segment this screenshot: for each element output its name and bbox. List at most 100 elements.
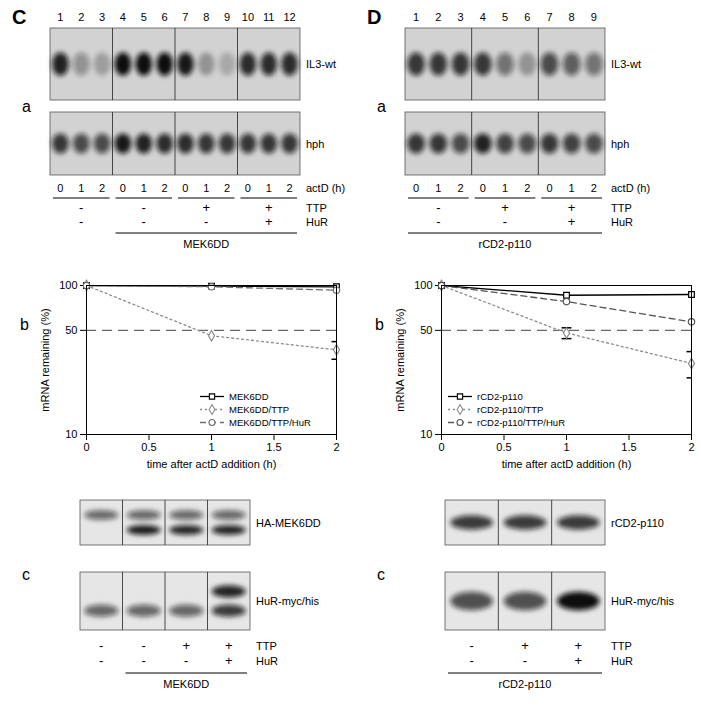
svg-text:MEK6DD: MEK6DD xyxy=(163,678,209,690)
svg-text:a: a xyxy=(377,98,386,115)
svg-text:+: + xyxy=(225,638,233,653)
svg-text:1: 1 xyxy=(266,182,272,194)
svg-text:-: - xyxy=(99,653,103,668)
svg-text:time after actD addition (h): time after actD addition (h) xyxy=(502,458,632,470)
svg-text:-: - xyxy=(142,653,146,668)
svg-text:2: 2 xyxy=(99,182,105,194)
svg-text:7: 7 xyxy=(546,11,552,23)
svg-text:MEK6DD/TTP: MEK6DD/TTP xyxy=(229,404,289,415)
svg-text:-: - xyxy=(436,200,440,215)
svg-text:1: 1 xyxy=(563,441,569,453)
svg-text:rCD2-p110: rCD2-p110 xyxy=(477,391,523,402)
svg-text:0: 0 xyxy=(83,441,89,453)
svg-text:b: b xyxy=(20,316,29,333)
svg-text:0: 0 xyxy=(57,182,63,194)
svg-text:1.5: 1.5 xyxy=(621,441,636,453)
svg-text:1: 1 xyxy=(141,182,147,194)
svg-text:2: 2 xyxy=(457,182,463,194)
svg-text:0: 0 xyxy=(245,182,251,194)
svg-text:+: + xyxy=(521,638,529,653)
svg-text:6: 6 xyxy=(162,11,168,23)
svg-text:3: 3 xyxy=(99,11,105,23)
svg-text:2: 2 xyxy=(162,182,168,194)
svg-text:-: - xyxy=(79,200,83,215)
svg-text:2: 2 xyxy=(435,11,441,23)
svg-text:actD (h): actD (h) xyxy=(306,182,345,194)
svg-text:0.5: 0.5 xyxy=(141,441,156,453)
svg-text:2: 2 xyxy=(333,441,339,453)
svg-text:+: + xyxy=(265,200,273,215)
svg-text:5: 5 xyxy=(502,11,508,23)
svg-text:rCD2-p110/TTP: rCD2-p110/TTP xyxy=(477,404,543,415)
svg-text:-: - xyxy=(142,214,146,229)
svg-text:+: + xyxy=(202,200,210,215)
svg-text:+: + xyxy=(575,638,583,653)
svg-text:IL3-wt: IL3-wt xyxy=(611,58,641,70)
svg-text:+: + xyxy=(575,653,583,668)
svg-text:HuR: HuR xyxy=(256,655,278,667)
svg-text:c: c xyxy=(377,566,385,583)
svg-text:MEK6DD/TTP/HuR: MEK6DD/TTP/HuR xyxy=(229,417,311,428)
svg-text:-: - xyxy=(142,200,146,215)
svg-text:1.5: 1.5 xyxy=(266,441,281,453)
svg-text:HuR: HuR xyxy=(611,655,633,667)
svg-text:6: 6 xyxy=(524,11,530,23)
svg-text:4: 4 xyxy=(480,11,486,23)
svg-text:10: 10 xyxy=(242,11,254,23)
svg-text:+: + xyxy=(568,200,576,215)
svg-text:b: b xyxy=(375,316,384,333)
svg-text:-: - xyxy=(184,653,188,668)
svg-text:1: 1 xyxy=(502,182,508,194)
svg-text:-: - xyxy=(99,638,103,653)
svg-text:+: + xyxy=(225,653,233,668)
svg-text:-: - xyxy=(204,214,208,229)
svg-text:rCD2-p110: rCD2-p110 xyxy=(611,517,664,529)
svg-text:2: 2 xyxy=(287,182,293,194)
svg-text:rCD2-p110: rCD2-p110 xyxy=(499,678,552,690)
svg-text:IL3-wt: IL3-wt xyxy=(306,58,336,70)
svg-text:100: 100 xyxy=(59,279,77,291)
svg-text:TTP: TTP xyxy=(306,202,327,214)
svg-text:rCD2-p110: rCD2-p110 xyxy=(479,238,532,250)
svg-text:time after actD addition (h): time after actD addition (h) xyxy=(147,458,277,470)
svg-text:2: 2 xyxy=(78,11,84,23)
svg-text:9: 9 xyxy=(224,11,230,23)
svg-text:-: - xyxy=(469,638,473,653)
svg-text:mRNA remaining (%): mRNA remaining (%) xyxy=(39,308,51,411)
svg-text:10: 10 xyxy=(420,428,432,440)
svg-text:2: 2 xyxy=(688,441,694,453)
svg-text:a: a xyxy=(22,98,31,115)
svg-text:+: + xyxy=(265,214,273,229)
svg-text:actD (h): actD (h) xyxy=(611,182,650,194)
svg-text:HuR: HuR xyxy=(306,216,328,228)
svg-text:-: - xyxy=(503,214,507,229)
svg-text:2: 2 xyxy=(524,182,530,194)
svg-text:hph: hph xyxy=(306,138,324,150)
svg-text:TTP: TTP xyxy=(256,640,277,652)
svg-text:3: 3 xyxy=(457,11,463,23)
svg-text:0: 0 xyxy=(182,182,188,194)
svg-text:11: 11 xyxy=(263,11,274,23)
svg-text:0: 0 xyxy=(480,182,486,194)
svg-text:HA-MEK6DD: HA-MEK6DD xyxy=(256,517,321,529)
svg-text:mRNA remaining (%): mRNA remaining (%) xyxy=(394,308,406,411)
svg-text:4: 4 xyxy=(120,11,126,23)
svg-text:0.5: 0.5 xyxy=(496,441,511,453)
svg-text:8: 8 xyxy=(203,11,209,23)
svg-text:rCD2-p110/TTP/HuR: rCD2-p110/TTP/HuR xyxy=(477,417,565,428)
svg-text:50: 50 xyxy=(420,324,432,336)
svg-text:0: 0 xyxy=(120,182,126,194)
svg-text:C: C xyxy=(12,6,26,28)
svg-text:0: 0 xyxy=(438,441,444,453)
svg-text:MEK6DD: MEK6DD xyxy=(183,238,229,250)
svg-text:-: - xyxy=(79,214,83,229)
svg-text:1: 1 xyxy=(435,182,441,194)
svg-text:8: 8 xyxy=(569,11,575,23)
svg-text:1: 1 xyxy=(413,11,419,23)
svg-text:c: c xyxy=(22,566,30,583)
svg-text:+: + xyxy=(182,638,190,653)
svg-text:5: 5 xyxy=(141,11,147,23)
svg-text:9: 9 xyxy=(591,11,597,23)
svg-text:2: 2 xyxy=(224,182,230,194)
svg-text:-: - xyxy=(469,653,473,668)
